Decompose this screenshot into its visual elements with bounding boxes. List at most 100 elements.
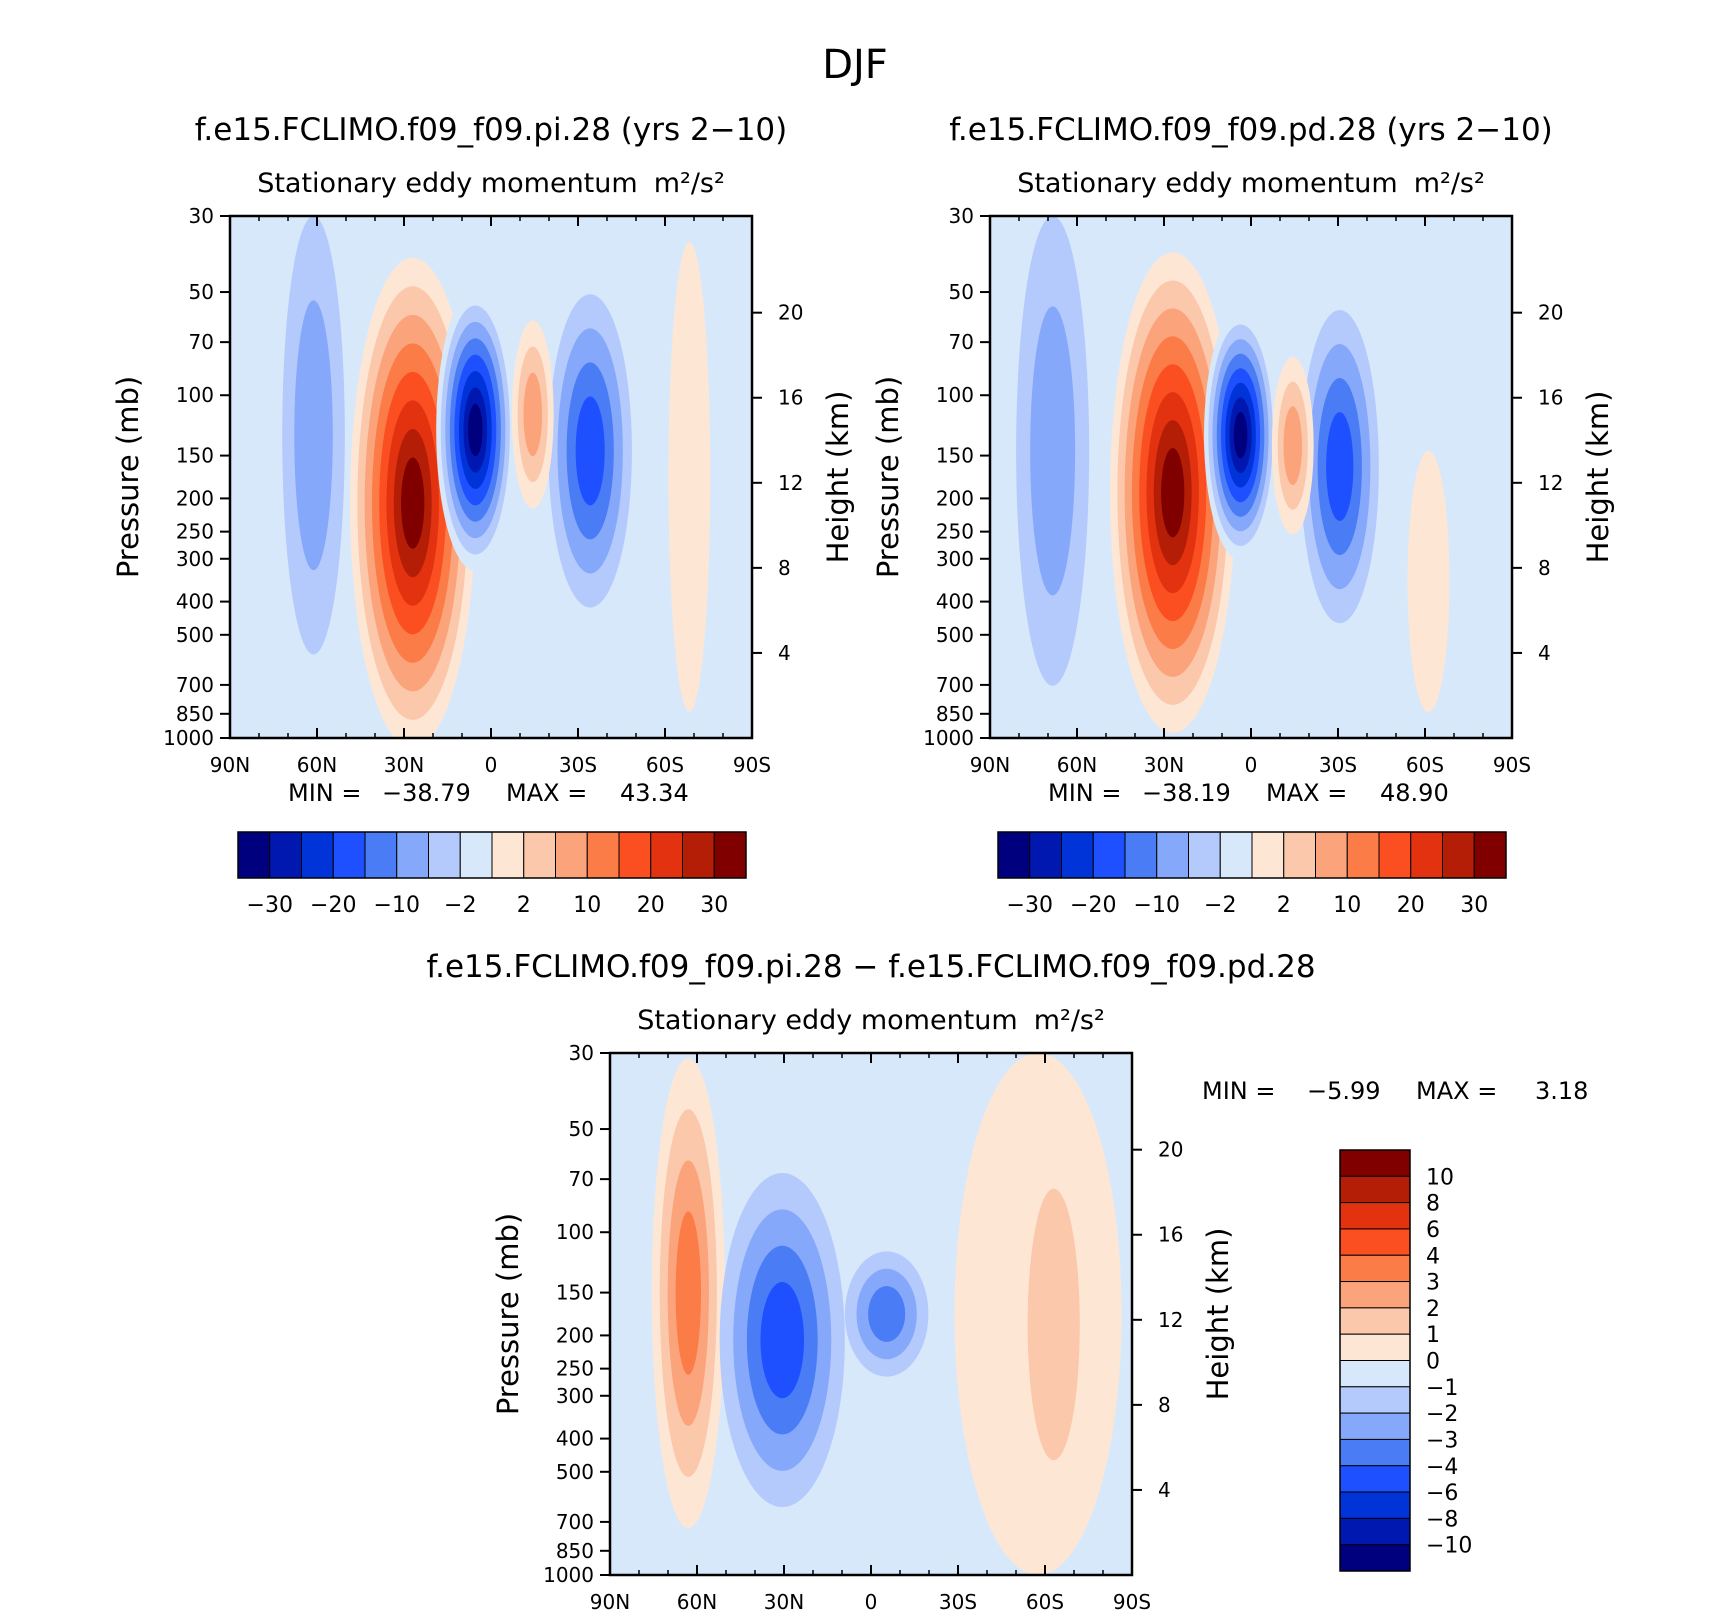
y-tick-label: 1000	[163, 726, 214, 750]
panel-left: f.e15.FCLIMO.f09_f09.pi.28 (yrs 2−10) Sta…	[111, 112, 855, 918]
y2-tick-label: 12	[1538, 471, 1563, 495]
colorbar-swatch	[1092, 831, 1126, 879]
tropical-positive-contour-2	[523, 372, 543, 457]
x-tick-label: 30S	[939, 1590, 977, 1614]
colorbar-swatch	[1339, 1412, 1411, 1440]
stats-min: −38.19	[1142, 779, 1231, 807]
stats-max: 3.18	[1535, 1077, 1588, 1105]
polar-negative-contour-1	[1030, 306, 1076, 596]
colorbar-label: −3	[1426, 1428, 1458, 1453]
colorbar-swatch	[1061, 831, 1094, 879]
y-tick-label: 200	[176, 486, 214, 510]
colorbar-label: −10	[374, 893, 420, 918]
y-tick-label: 500	[176, 623, 214, 647]
y2-tick-label: 12	[778, 471, 803, 495]
y-axis-label: Pressure (mb)	[111, 376, 145, 578]
southern-positive-contour-0	[1407, 450, 1450, 712]
y-tick-label: 700	[936, 673, 974, 697]
colorbar-label: 10	[1426, 1165, 1454, 1190]
colorbar-label: −30	[1007, 893, 1053, 918]
x-tick-label: 30S	[1319, 753, 1357, 777]
y-tick-label: 200	[936, 486, 974, 510]
subtitle-units: m²/s²	[654, 168, 725, 199]
x-tick-label: 90S	[733, 753, 771, 777]
colorbar-label: 4	[1426, 1244, 1440, 1269]
colorbar-label: −30	[247, 893, 293, 918]
colorbar-label: 2	[1277, 893, 1291, 918]
colorbar-label: −10	[1134, 893, 1180, 918]
colorbar-label: 30	[700, 893, 728, 918]
x-tick-label: 30N	[764, 1590, 804, 1614]
colorbar-swatch	[1339, 1175, 1411, 1204]
stats-min-label: MIN =	[1048, 779, 1121, 807]
subtitle-variable: Stationary eddy momentum	[1017, 168, 1398, 199]
y-tick-label: 1000	[923, 726, 974, 750]
x-tick-label: 60N	[297, 753, 337, 777]
colorbar-swatch	[1339, 1228, 1411, 1256]
stats-max-label: MAX =	[506, 779, 587, 807]
colorbar-swatch	[1378, 831, 1412, 879]
colorbar-swatch	[682, 831, 715, 879]
colorbar-swatch	[1339, 1281, 1411, 1309]
colorbar-swatch	[1219, 831, 1253, 879]
y-tick-label: 30	[949, 204, 974, 228]
colorbar-frame	[1339, 1149, 1411, 1572]
y2-tick-label: 20	[1538, 301, 1563, 325]
southern-positive-contour-0	[668, 242, 711, 712]
y-tick-label: 700	[556, 1510, 594, 1534]
y-tick-label: 300	[556, 1384, 594, 1408]
colorbar-swatch	[1188, 831, 1221, 879]
y-tick-label: 400	[556, 1427, 594, 1451]
x-tick-label: 60S	[646, 753, 684, 777]
colorbar-swatch	[1346, 831, 1380, 879]
colorbar-swatch	[1442, 831, 1475, 879]
colorbar-label: −4	[1426, 1455, 1458, 1480]
subtitle-variable: Stationary eddy momentum	[257, 168, 638, 199]
colorbar-swatch	[332, 831, 366, 879]
y-tick-label: 150	[556, 1281, 594, 1305]
y-tick-label: 100	[176, 383, 214, 407]
y2-axis-label: Height (km)	[821, 391, 855, 564]
colorbar-label: 2	[1426, 1297, 1440, 1322]
colorbar-swatch	[1029, 831, 1062, 879]
panel-subtitle: Stationary eddy momentum m²/s²	[257, 168, 725, 199]
y2-tick-label: 8	[1538, 556, 1551, 580]
southern-positive-core-contour-0	[1027, 1188, 1080, 1461]
y-tick-label: 850	[176, 702, 214, 726]
y-tick-label: 300	[176, 547, 214, 571]
colorbar-label: −10	[1426, 1534, 1472, 1559]
stats-max: 43.34	[620, 779, 689, 807]
y-tick-label: 400	[176, 590, 214, 614]
colorbar-swatch	[1339, 1465, 1411, 1493]
colorbar-swatch	[428, 831, 461, 879]
colorbar-swatch	[1156, 831, 1189, 879]
negative-core-contour-7	[468, 403, 483, 457]
colorbar-label: −20	[310, 893, 356, 918]
y-tick-label: 70	[569, 1167, 594, 1191]
polar-negative-contour-1	[294, 300, 333, 571]
positive-core-contour-7	[401, 457, 425, 549]
y-tick-label: 100	[936, 383, 974, 407]
subtropical-negative-contour-3	[760, 1281, 805, 1399]
y-tick-label: 150	[936, 444, 974, 468]
y2-tick-label: 16	[1538, 386, 1563, 410]
x-tick-label: 90N	[590, 1590, 630, 1614]
colorbar-label: 1	[1426, 1323, 1440, 1348]
southern-negative-contour-3	[575, 396, 605, 506]
y-tick-label: 250	[176, 520, 214, 544]
colorbar-swatch	[459, 831, 493, 879]
colorbar-frame	[237, 831, 747, 879]
colorbar-swatch	[650, 831, 683, 879]
panel-title: f.e15.FCLIMO.f09_f09.pi.28 − f.e15.FCLIM…	[426, 949, 1315, 985]
colorbar-label: −2	[1426, 1402, 1458, 1427]
colorbar-swatch	[618, 831, 652, 879]
stats-min: −38.79	[382, 779, 471, 807]
colorbar-swatch	[237, 831, 271, 879]
colorbar-swatch	[997, 831, 1031, 879]
subtitle-units: m²/s²	[1034, 1005, 1105, 1036]
colorbar-swatch	[364, 831, 398, 879]
colorbar-label: 10	[573, 893, 601, 918]
panel-subtitle: Stationary eddy momentum m²/s²	[1017, 168, 1485, 199]
high-lat-positive-contour-3	[675, 1211, 702, 1375]
